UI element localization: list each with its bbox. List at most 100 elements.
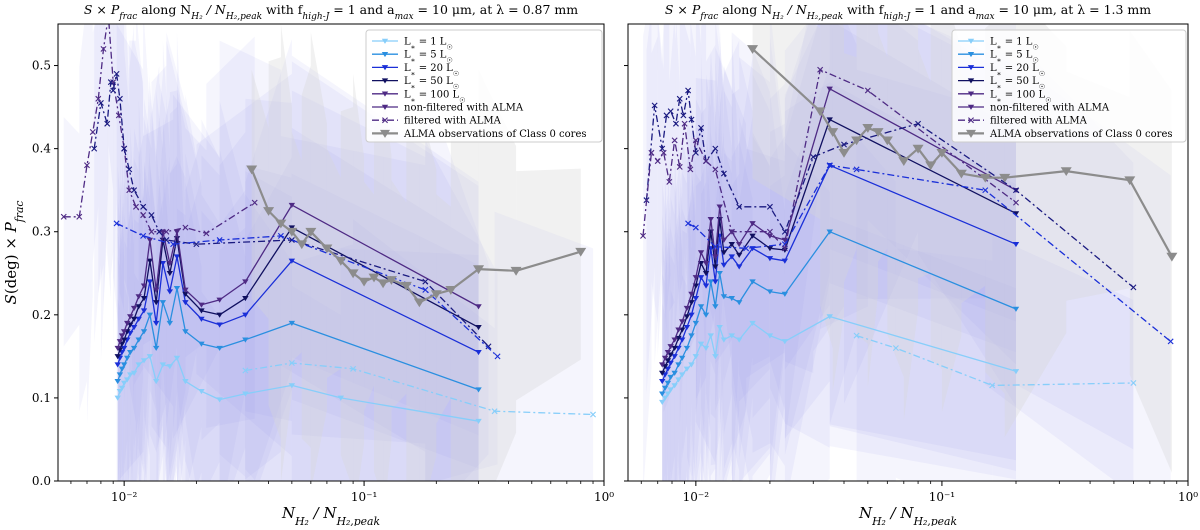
shade-band	[127, 208, 131, 481]
data-point	[263, 207, 275, 216]
data-point	[712, 166, 719, 173]
shade-band	[895, 248, 993, 481]
data-point	[683, 325, 691, 331]
data-point	[152, 379, 160, 385]
data-point	[781, 339, 789, 345]
data-point	[173, 229, 181, 235]
data-point	[127, 349, 134, 356]
legend-label: filtered with ALMA	[404, 116, 502, 127]
data-point	[1166, 252, 1178, 262]
data-point	[688, 312, 695, 318]
shade-band	[769, 83, 785, 467]
data-point	[216, 237, 223, 244]
shade-band	[124, 240, 128, 470]
data-point	[114, 345, 121, 351]
data-point	[661, 395, 669, 401]
shade-band	[144, 161, 150, 481]
data-point	[251, 199, 258, 206]
series-line	[63, 24, 256, 235]
data-point	[720, 294, 728, 300]
data-point	[659, 379, 666, 385]
shade-band	[185, 181, 202, 481]
shade-band	[731, 88, 740, 472]
series-9	[246, 165, 587, 308]
data-point	[152, 320, 160, 327]
shade-band	[701, 24, 707, 378]
data-point	[116, 372, 124, 378]
shade-band	[134, 158, 139, 481]
data-point	[347, 269, 359, 279]
data-point	[173, 285, 181, 292]
legend-item: L∗ = 20 L☉	[958, 63, 1045, 77]
data-point	[182, 329, 189, 335]
data-point	[892, 345, 899, 352]
data-point	[131, 187, 138, 194]
shade-band	[135, 24, 144, 467]
shade-band	[701, 107, 707, 481]
data-point	[146, 312, 154, 318]
legend-item: L∗ = 1 L☉	[958, 37, 1039, 51]
data-point	[1060, 167, 1072, 177]
data-point	[660, 149, 667, 156]
data-point	[676, 95, 683, 102]
legend-item: non-filtered with ALMA	[958, 103, 1110, 114]
x-tick-label: 10⁰	[594, 490, 614, 504]
legend: L∗ = 1 L☉L∗ = 5 L☉L∗ = 20 L☉L∗ = 50 L☉L∗…	[951, 29, 1187, 143]
shade-band	[769, 123, 785, 411]
legend-marker	[967, 38, 975, 44]
data-point	[296, 240, 308, 250]
shade-band	[245, 194, 292, 481]
shade-band	[134, 219, 139, 449]
data-point	[100, 45, 107, 52]
shade-band	[117, 256, 120, 481]
data-point	[712, 279, 719, 285]
data-point	[140, 203, 147, 210]
shade-band	[784, 141, 830, 481]
shade-band	[832, 24, 845, 392]
data-point	[60, 213, 67, 220]
shade-band	[686, 108, 692, 481]
data-point	[672, 120, 679, 127]
data-point	[170, 241, 177, 248]
shade-band	[280, 24, 292, 481]
shade-band	[769, 136, 785, 423]
data-point	[826, 117, 833, 123]
shade-band	[813, 24, 845, 352]
data-point	[810, 153, 817, 160]
shade-band	[201, 291, 220, 481]
data-point	[720, 250, 728, 256]
data-point	[491, 408, 498, 415]
legend-label: L∗ = 5 L☉	[404, 50, 453, 64]
data-point	[676, 163, 683, 170]
data-point	[118, 333, 126, 339]
data-point	[152, 300, 160, 306]
legend-label: ALMA observations of Class 0 cores	[403, 129, 587, 140]
legend-marker	[381, 65, 389, 71]
data-point	[140, 308, 148, 314]
shade-band	[654, 24, 663, 365]
data-point	[288, 383, 296, 389]
x-tick-label: 10⁻¹	[929, 490, 955, 504]
data-point	[130, 325, 138, 331]
shade-band	[391, 180, 407, 410]
data-point	[720, 337, 728, 343]
data-point	[91, 145, 98, 152]
shade-band	[79, 24, 87, 412]
data-point	[683, 345, 691, 351]
data-point	[648, 149, 655, 156]
data-point	[671, 383, 678, 389]
data-point	[862, 124, 874, 133]
shade-band	[829, 82, 1017, 472]
legend-item: L∗ = 5 L☉	[372, 50, 453, 64]
shade-band	[663, 24, 670, 413]
data-point	[766, 228, 773, 235]
data-point	[216, 322, 223, 328]
data-point	[127, 322, 134, 328]
data-point	[720, 237, 728, 243]
data-point	[140, 295, 148, 302]
data-point	[664, 391, 672, 397]
shade-band	[662, 215, 666, 481]
shade-band	[752, 48, 770, 481]
series-9	[747, 45, 1178, 262]
shade-band	[683, 24, 689, 375]
